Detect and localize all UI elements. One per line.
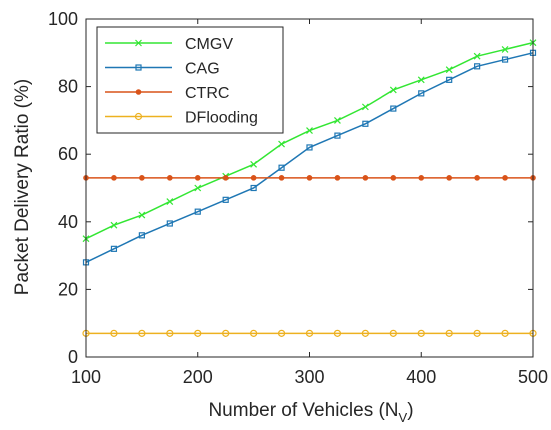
data-point xyxy=(250,175,257,181)
data-point xyxy=(474,175,480,181)
series-layer xyxy=(82,39,537,337)
series-cag xyxy=(82,49,537,266)
legend-label: DFlooding xyxy=(185,110,258,127)
y-tick-label: 0 xyxy=(68,347,78,367)
data-point xyxy=(222,196,229,203)
series-dflooding xyxy=(82,329,537,337)
x-tick-label: 100 xyxy=(71,367,101,387)
data-point xyxy=(445,66,453,74)
data-point xyxy=(194,208,201,215)
data-point xyxy=(361,329,369,337)
data-point xyxy=(250,184,257,192)
data-point xyxy=(194,329,202,337)
legend-item-cag: CAG xyxy=(105,61,220,78)
data-point xyxy=(110,221,118,229)
data-point xyxy=(138,232,145,239)
data-point xyxy=(167,175,173,181)
data-point xyxy=(222,329,230,337)
data-point xyxy=(362,120,369,127)
data-point xyxy=(166,198,174,205)
legend-item-dflooding: DFlooding xyxy=(105,110,258,127)
data-point xyxy=(194,175,201,181)
data-point xyxy=(362,175,369,181)
data-point xyxy=(502,175,508,181)
x-tick-label: 200 xyxy=(183,367,213,387)
data-point xyxy=(390,105,397,112)
data-point xyxy=(501,45,509,53)
data-point xyxy=(166,220,173,227)
legend-box xyxy=(96,26,284,134)
data-point xyxy=(445,329,453,337)
data-point xyxy=(278,175,285,181)
data-point xyxy=(135,64,142,71)
data-point xyxy=(305,329,314,337)
data-point xyxy=(135,39,142,47)
data-point xyxy=(361,103,369,111)
data-point xyxy=(389,86,397,94)
data-point xyxy=(334,116,341,124)
legend-item-ctrc: CTRC xyxy=(105,85,229,102)
data-point xyxy=(110,329,118,337)
legend-label: CTRC xyxy=(185,85,229,102)
data-point xyxy=(474,63,481,70)
data-point xyxy=(473,329,481,337)
y-tick-label: 100 xyxy=(48,9,78,29)
series-cmgv xyxy=(82,39,537,243)
data-point xyxy=(389,329,397,337)
data-point xyxy=(110,245,118,252)
data-point xyxy=(501,56,509,63)
data-point xyxy=(250,160,258,168)
data-point xyxy=(333,329,342,337)
data-point xyxy=(473,52,481,60)
data-point xyxy=(390,175,397,181)
y-tick-label: 80 xyxy=(58,77,78,97)
data-point xyxy=(278,164,285,171)
data-point xyxy=(111,175,117,181)
data-point xyxy=(446,76,453,83)
x-tick-label: 300 xyxy=(294,367,324,387)
legend: CMGV CAG CTRC DFlooding xyxy=(96,26,284,134)
series-line xyxy=(85,52,534,264)
data-point xyxy=(334,132,341,139)
data-point xyxy=(334,175,341,181)
data-point xyxy=(134,112,143,121)
ticks-layer: 100 200 300 400 500 0 20 40 60 80 100 xyxy=(48,9,548,387)
x-tick-label: 500 xyxy=(518,367,548,387)
data-point xyxy=(277,329,286,337)
data-point xyxy=(417,329,425,337)
data-point xyxy=(306,127,313,134)
data-point xyxy=(306,175,313,181)
data-point xyxy=(501,329,509,337)
data-point xyxy=(222,175,229,181)
data-point xyxy=(417,76,425,84)
data-point xyxy=(139,175,145,181)
data-point xyxy=(166,329,174,337)
legend-label: CMGV xyxy=(185,36,233,53)
y-tick-label: 40 xyxy=(58,212,78,232)
legend-label: CAG xyxy=(185,61,220,78)
data-point xyxy=(418,175,425,181)
data-point xyxy=(138,211,146,219)
legend-item-cmgv: CMGV xyxy=(105,36,233,53)
y-axis-title: Packet Delivery Ratio (%) xyxy=(12,79,33,295)
data-point xyxy=(418,90,425,97)
data-point xyxy=(194,184,202,192)
data-point xyxy=(278,140,285,148)
x-tick-label: 400 xyxy=(406,367,436,387)
series-ctrc xyxy=(83,175,536,181)
data-point xyxy=(135,89,142,95)
data-point xyxy=(306,144,313,151)
data-point xyxy=(138,329,146,337)
y-tick-label: 20 xyxy=(58,279,78,299)
x-axis-title: Number of Vehicles (NV) xyxy=(208,400,413,425)
data-point xyxy=(446,175,452,181)
y-tick-label: 60 xyxy=(58,144,78,164)
data-point xyxy=(250,329,258,337)
